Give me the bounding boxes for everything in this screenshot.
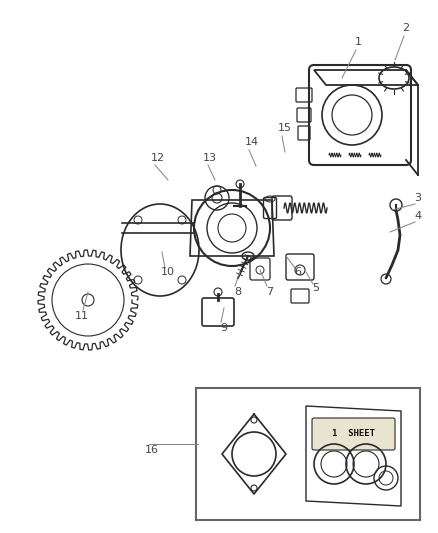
Text: 9: 9 <box>220 323 228 333</box>
Bar <box>196 388 420 520</box>
Text: 4: 4 <box>414 211 421 221</box>
Text: 3: 3 <box>414 193 421 203</box>
Text: 10: 10 <box>161 267 175 277</box>
Text: 6: 6 <box>294 267 301 277</box>
Text: 14: 14 <box>245 137 259 147</box>
Text: 5: 5 <box>312 283 319 293</box>
Text: 1  SHEET: 1 SHEET <box>332 430 375 439</box>
Text: 16: 16 <box>145 445 159 455</box>
Text: 13: 13 <box>203 153 217 163</box>
Text: 11: 11 <box>75 311 89 321</box>
Text: 12: 12 <box>151 153 165 163</box>
Text: 2: 2 <box>403 23 410 33</box>
Text: 15: 15 <box>278 123 292 133</box>
Text: 8: 8 <box>234 287 242 297</box>
Text: 1: 1 <box>354 37 361 47</box>
Text: 7: 7 <box>266 287 274 297</box>
FancyBboxPatch shape <box>312 418 395 450</box>
